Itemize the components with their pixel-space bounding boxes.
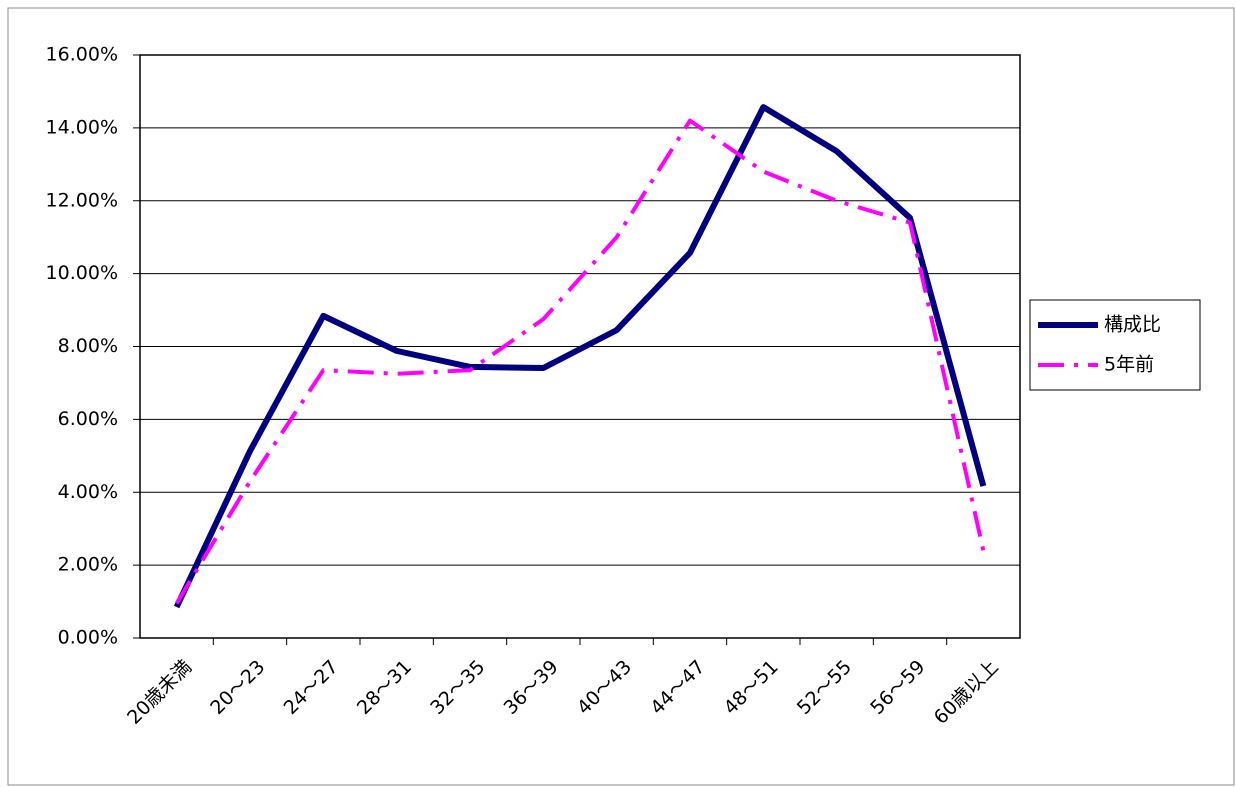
y-tick-label: 16.00% [46,44,118,66]
y-tick-label: 14.00% [46,116,118,138]
y-tick-label: 0.00% [58,627,118,649]
y-tick-label: 8.00% [58,335,118,357]
series-line [173,104,987,609]
legend-label: 5年前 [1104,354,1154,376]
y-tick-label: 12.00% [46,189,118,211]
y-tick-label: 6.00% [58,408,118,430]
y-tick-label: 2.00% [58,554,118,576]
legend [1029,299,1201,391]
y-tick-label: 4.00% [58,481,118,503]
y-tick-label: 10.00% [46,262,118,284]
series-line [174,118,986,605]
chart-frame [7,7,1235,786]
legend-label: 構成比 [1104,314,1161,336]
